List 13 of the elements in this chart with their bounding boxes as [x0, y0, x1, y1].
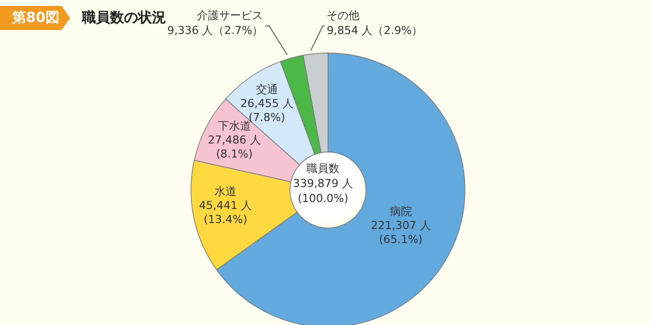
slice-label: 水道	[214, 184, 237, 198]
data-label: 9,854 人（2.9%）	[326, 24, 423, 37]
text: 職員数 339,879 人 (100.0%)	[292, 161, 354, 206]
slice-label: その他	[326, 9, 360, 22]
slice-label: 交通	[256, 82, 278, 96]
title-badge: 第80図	[0, 6, 70, 30]
slice-label: 介護サービス	[197, 9, 264, 22]
chart-title: 職員数の状況	[82, 9, 166, 28]
data-label: 221,307 人 (65.1%)	[370, 218, 431, 246]
slice-label: 病院	[390, 204, 412, 218]
data-label: 9,336 人（2.7%）	[167, 24, 264, 37]
data-label: 27,486 人 (8.1%)	[208, 133, 261, 160]
data-label: 45,441 人 (13.4%)	[199, 198, 252, 226]
